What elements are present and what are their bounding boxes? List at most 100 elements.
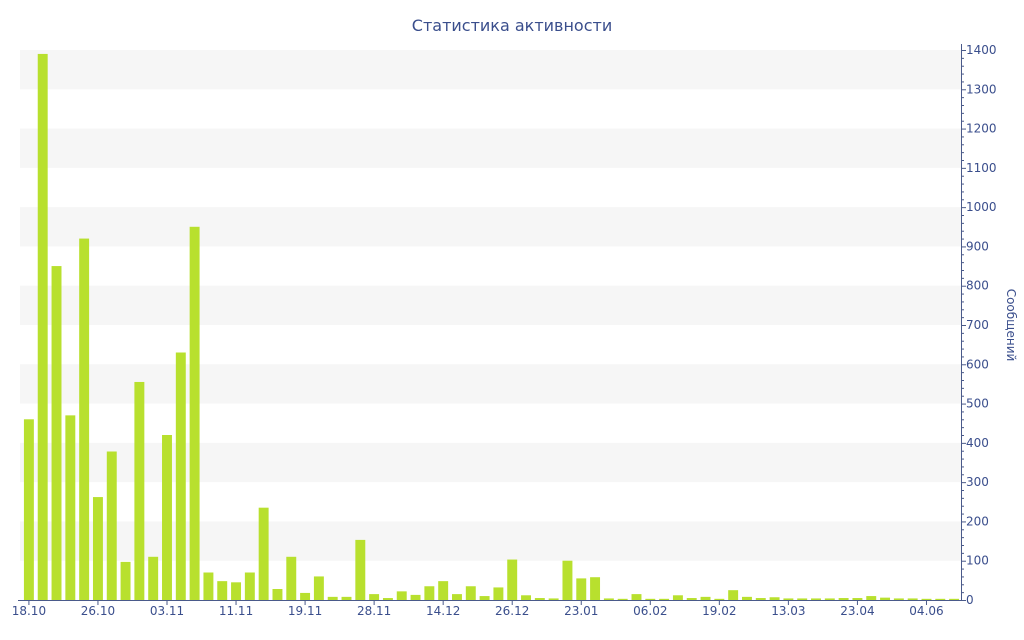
x-tick-label: 19.11 bbox=[288, 604, 322, 618]
bar bbox=[258, 507, 269, 600]
bar bbox=[410, 594, 421, 600]
bar bbox=[548, 598, 559, 600]
bar bbox=[148, 556, 159, 600]
bar bbox=[866, 596, 877, 600]
y-tick-label: 600 bbox=[966, 357, 989, 371]
bar bbox=[797, 598, 808, 600]
grid-bands bbox=[20, 50, 961, 561]
grid-band bbox=[20, 207, 961, 247]
grid-band bbox=[20, 285, 961, 325]
bar bbox=[51, 266, 62, 600]
bar bbox=[162, 435, 172, 600]
bar bbox=[79, 238, 90, 600]
bar bbox=[175, 352, 186, 600]
bar bbox=[921, 598, 932, 600]
bar bbox=[493, 587, 504, 600]
bar bbox=[783, 598, 794, 600]
bars-group bbox=[23, 53, 960, 601]
bar bbox=[590, 577, 601, 600]
x-tick-label: 28.11 bbox=[357, 604, 391, 618]
bar bbox=[300, 592, 311, 600]
x-tick-label: 11.11 bbox=[219, 604, 253, 618]
bar bbox=[893, 598, 904, 600]
x-tick-label: 19.02 bbox=[702, 604, 736, 618]
y-axis-title: Сообщений bbox=[1004, 289, 1018, 362]
bar bbox=[341, 596, 352, 600]
y-tick-label: 100 bbox=[966, 554, 989, 568]
bar bbox=[327, 596, 338, 600]
bar bbox=[424, 586, 435, 600]
bar bbox=[769, 597, 780, 600]
y-axis-ticks: 0 100 200 300 400 500 600 700 800 900 1000 1100 1200… bbox=[961, 43, 997, 607]
bar bbox=[244, 572, 255, 600]
grid-band bbox=[20, 128, 961, 168]
bar bbox=[396, 591, 407, 600]
bar bbox=[852, 598, 863, 600]
bar bbox=[106, 451, 117, 600]
bar bbox=[92, 497, 103, 600]
bar bbox=[811, 598, 821, 600]
x-axis-ticks: 18.10 26.10 03.11 11.11 19.11 28.11 14.12 26.12… bbox=[12, 600, 944, 618]
bar bbox=[134, 381, 145, 600]
y-tick-label: 0 bbox=[966, 593, 974, 607]
bar bbox=[65, 415, 76, 600]
x-tick-label: 26.10 bbox=[81, 604, 115, 618]
x-tick-label: 23.04 bbox=[840, 604, 874, 618]
bar bbox=[286, 556, 297, 600]
bar bbox=[189, 226, 200, 601]
x-tick-label: 26.12 bbox=[495, 604, 529, 618]
bar bbox=[465, 586, 476, 600]
x-tick-label: 13.03 bbox=[771, 604, 805, 618]
bar bbox=[838, 598, 849, 600]
y-tick-label: 500 bbox=[966, 397, 989, 411]
bar bbox=[382, 598, 393, 600]
bar bbox=[37, 53, 48, 601]
grid-band bbox=[20, 364, 961, 404]
y-tick-label: 300 bbox=[966, 475, 989, 489]
bar bbox=[686, 598, 697, 600]
bar bbox=[120, 561, 131, 600]
bar bbox=[907, 598, 918, 600]
bar bbox=[755, 598, 766, 600]
bar bbox=[880, 597, 891, 600]
y-tick-label: 1100 bbox=[966, 161, 997, 175]
bar bbox=[217, 581, 228, 600]
x-tick-label: 18.10 bbox=[12, 604, 46, 618]
bar bbox=[369, 594, 380, 600]
y-tick-label: 400 bbox=[966, 436, 989, 450]
bar bbox=[659, 598, 670, 600]
bar bbox=[355, 539, 366, 600]
bar bbox=[645, 598, 656, 600]
bar bbox=[23, 419, 34, 600]
y-tick-label: 200 bbox=[966, 514, 989, 528]
y-tick-label: 1000 bbox=[966, 200, 997, 214]
bar bbox=[700, 596, 711, 600]
bar bbox=[438, 581, 449, 600]
bar bbox=[562, 560, 573, 600]
chart-title: Статистика активности bbox=[412, 16, 612, 35]
grid-band bbox=[20, 442, 961, 483]
bar bbox=[521, 595, 531, 600]
y-tick-label: 1200 bbox=[966, 122, 997, 136]
y-tick-label: 700 bbox=[966, 318, 989, 332]
y-tick-label: 800 bbox=[966, 279, 989, 293]
bar bbox=[949, 598, 960, 600]
bar bbox=[824, 598, 835, 600]
bar bbox=[231, 582, 242, 600]
bar bbox=[534, 598, 545, 600]
grid-band bbox=[20, 50, 961, 90]
bar bbox=[203, 572, 214, 600]
x-tick-label: 04.06 bbox=[909, 604, 943, 618]
x-tick-label: 03.11 bbox=[150, 604, 184, 618]
bar bbox=[452, 594, 462, 600]
bar bbox=[728, 590, 739, 600]
bar bbox=[576, 578, 587, 600]
bar bbox=[507, 559, 518, 600]
x-tick-label: 23.01 bbox=[564, 604, 598, 618]
bar bbox=[617, 598, 628, 600]
bar bbox=[313, 576, 324, 600]
bar bbox=[479, 596, 490, 600]
y-tick-label: 1400 bbox=[966, 43, 997, 57]
bar bbox=[672, 595, 683, 600]
